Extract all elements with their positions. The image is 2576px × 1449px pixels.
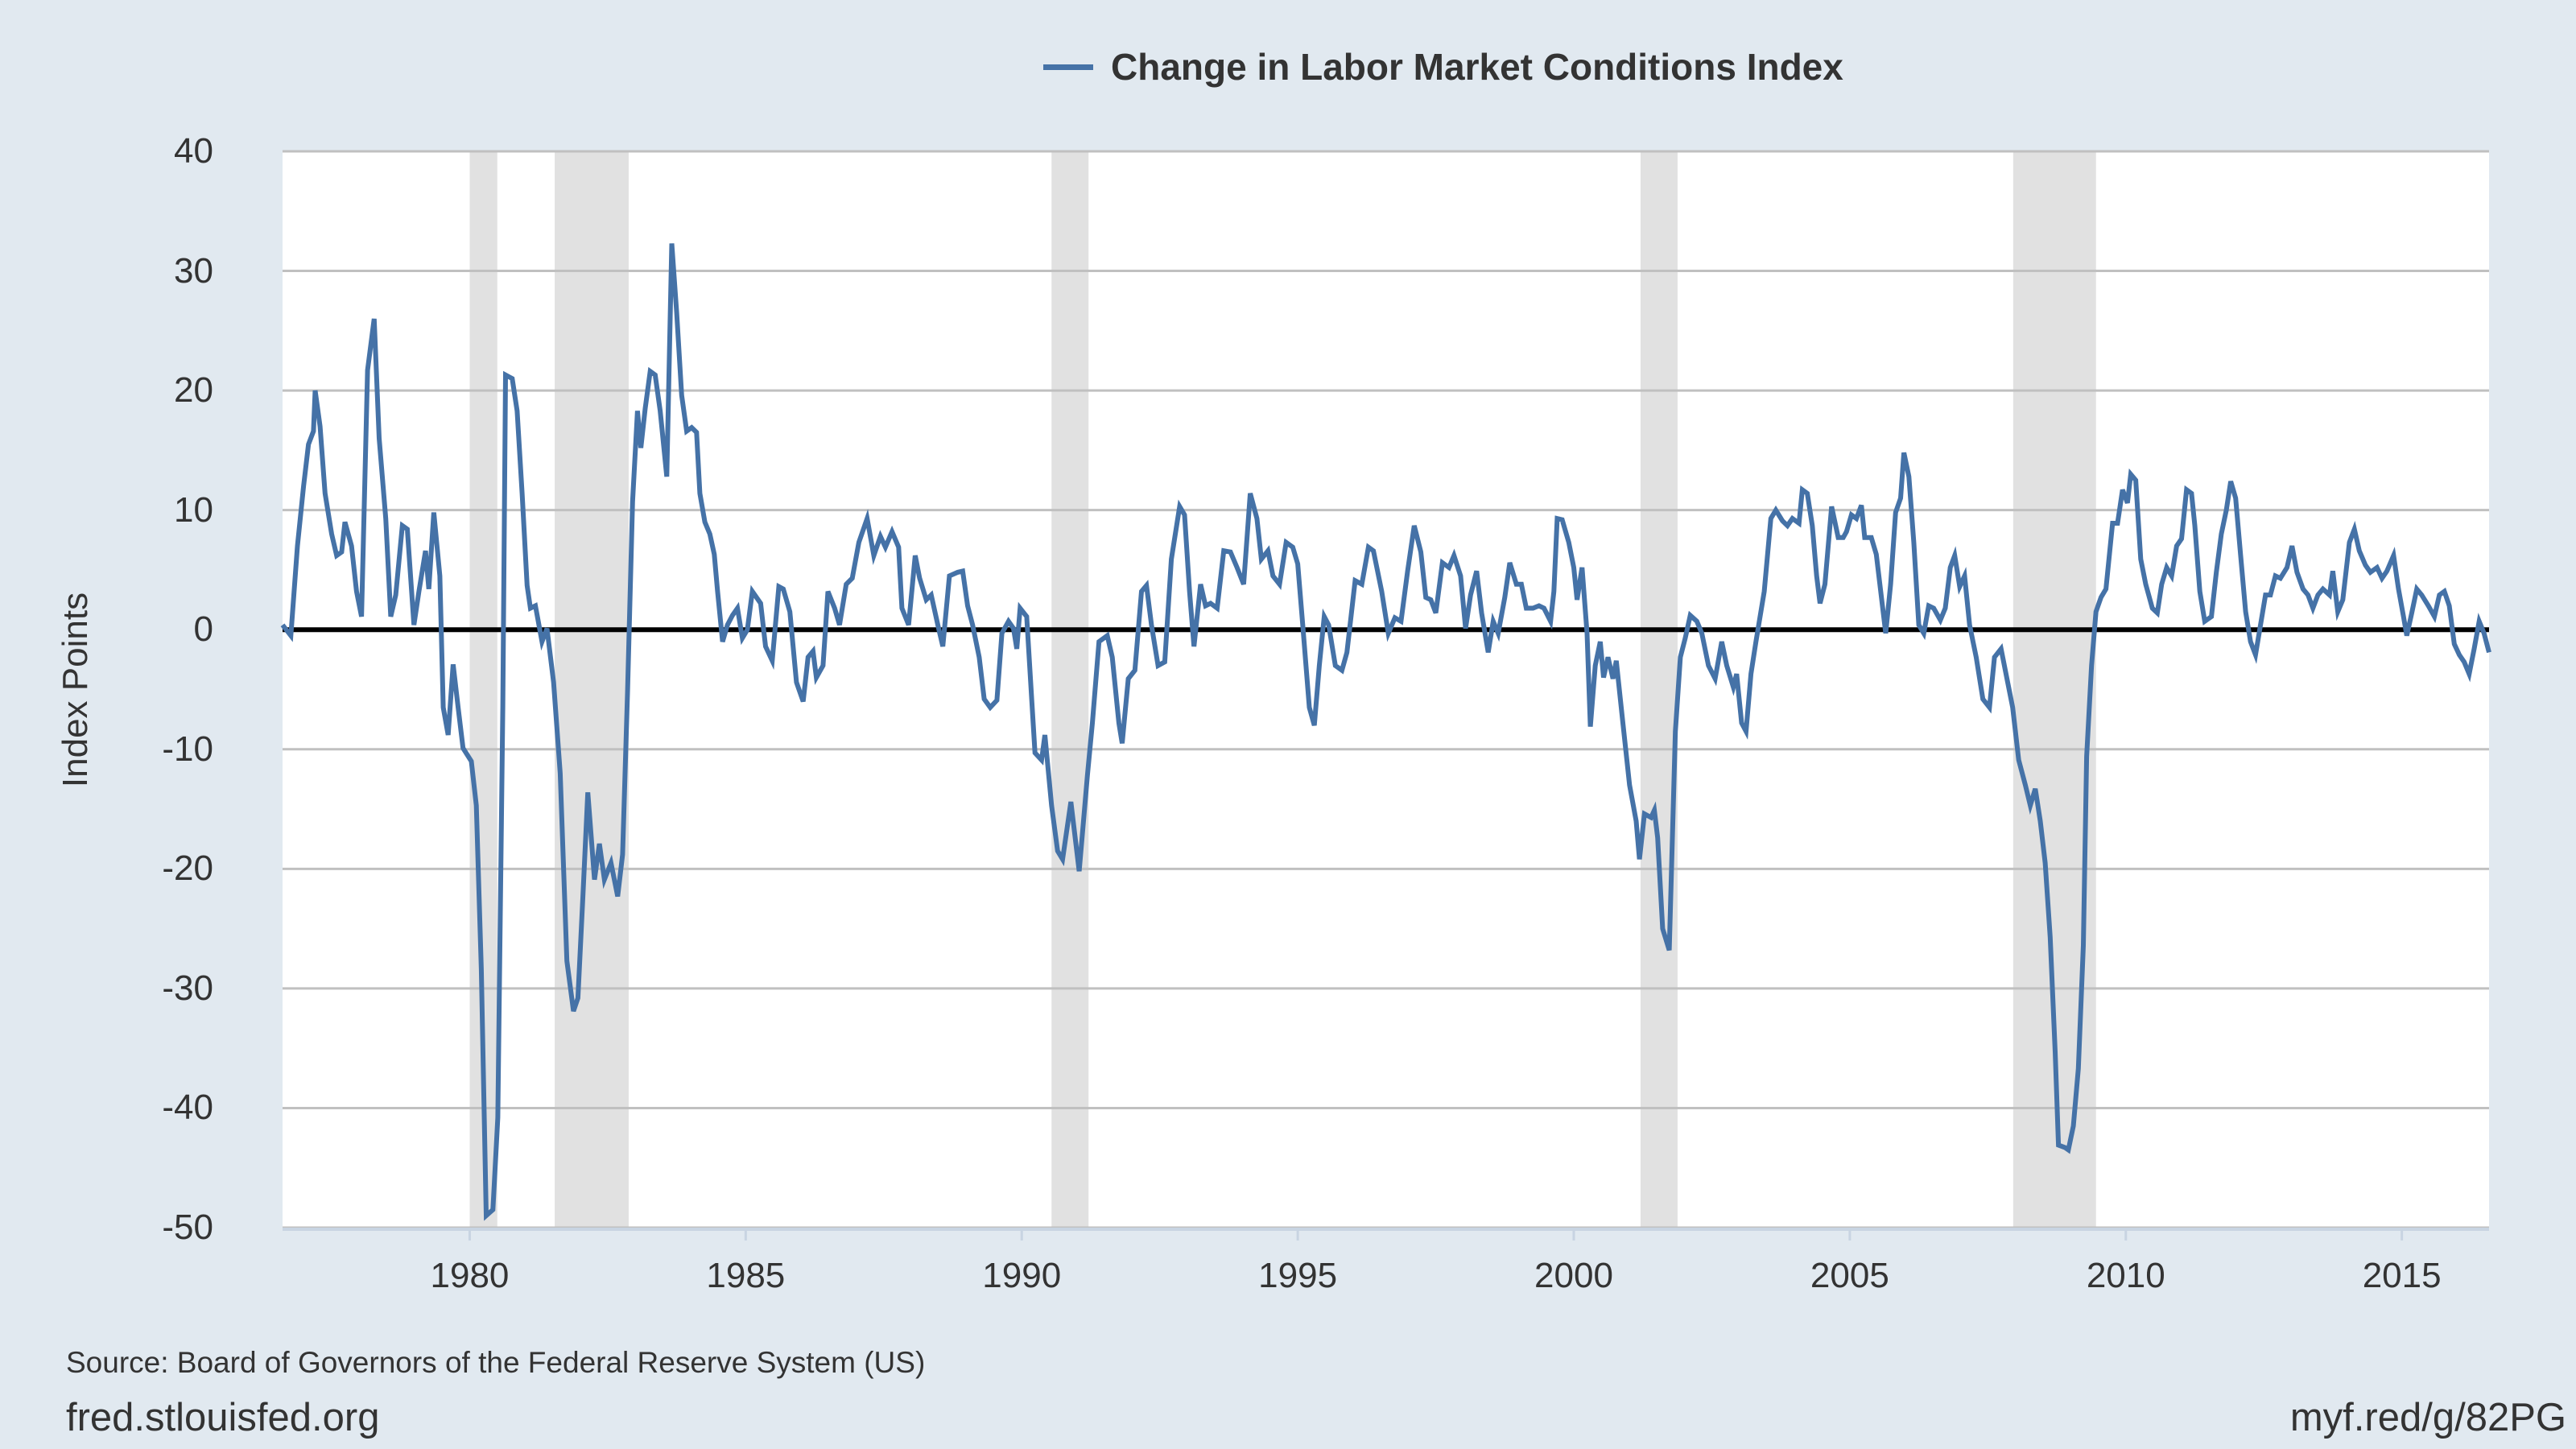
y-tick-label: 30 [174,250,213,291]
y-tick-label: -40 [162,1088,213,1128]
y-tick-label: -20 [162,848,213,889]
y-tick-label: 40 [174,131,213,171]
x-tick-label: 2000 [1534,1256,1613,1295]
recession-shading [1640,151,1678,1228]
y-tick-label: 20 [174,370,213,411]
recession-shading [1051,151,1089,1228]
x-tick-label: 2005 [1810,1256,1889,1295]
legend-label: Change in Labor Market Conditions Index [1111,46,1843,88]
source-note: Source: Board of Governors of the Federa… [66,1346,926,1379]
legend-line-swatch [1043,64,1093,70]
y-tick-label: -50 [162,1208,213,1247]
x-tick-label: 2010 [2086,1256,2165,1295]
plot-area [283,151,2489,1228]
recession-shading [555,151,629,1228]
x-tick-label: 1980 [430,1256,510,1295]
x-tick-label: 1995 [1258,1256,1338,1295]
x-tick-label: 2015 [2362,1256,2442,1295]
series-line [280,243,2491,1221]
y-tick-label: -10 [162,729,213,769]
site-link[interactable]: fred.stlouisfed.org [66,1396,380,1439]
x-tick-label: 1990 [982,1256,1062,1295]
x-tick-label: 1985 [706,1256,786,1295]
short-link[interactable]: myf.red/g/82PG [2289,1396,2566,1439]
legend: Change in Labor Market Conditions Index [1043,42,1843,92]
y-tick-label: 10 [174,489,213,530]
y-axis-label: Index Points [56,592,95,788]
y-tick-label: -30 [162,968,213,1008]
y-tick-label: 0 [193,609,213,650]
